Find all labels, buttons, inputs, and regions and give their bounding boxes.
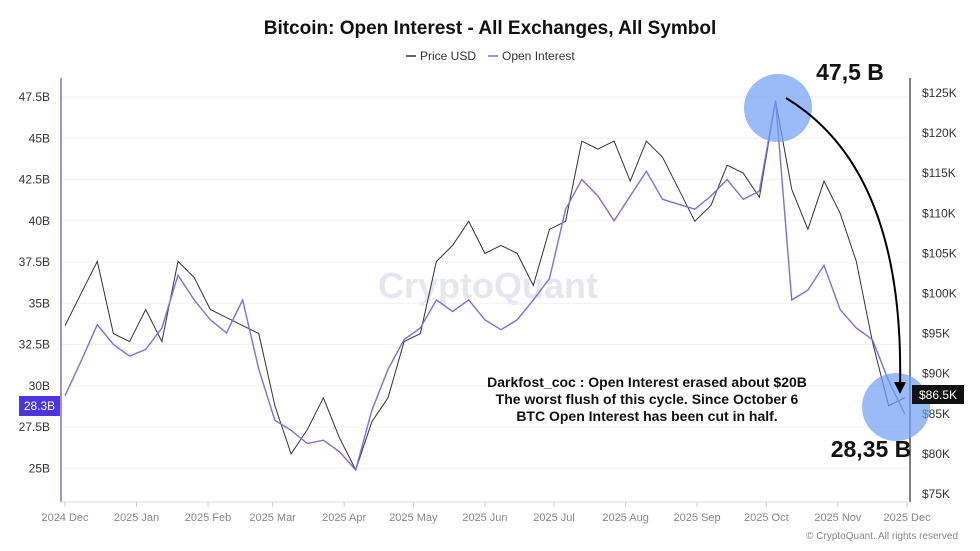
- x-tick-label: 2025 Jun: [462, 512, 507, 524]
- left-tick-label: 25B: [29, 461, 50, 475]
- left-tick-label: 35B: [29, 296, 50, 310]
- watermark: CryptoQuant: [378, 265, 598, 306]
- low-label: 28,35 B: [831, 436, 912, 462]
- x-tick-label: 2025 Oct: [744, 512, 789, 524]
- right-axis: $75K$80K$85K$90K$95K$100K$105K$110K$115K…: [922, 86, 957, 501]
- left-last-value-badge: [19, 396, 60, 416]
- left-tick-label: 30B: [29, 379, 50, 393]
- x-tick-label: 2025 Jan: [114, 512, 159, 524]
- right-tick-label: $105K: [922, 246, 957, 260]
- right-tick-label: $110K: [922, 206, 956, 220]
- x-tick-label: 2025 Dec: [884, 512, 932, 524]
- right-tick-label: $100K: [922, 287, 957, 301]
- right-tick-label: $95K: [922, 327, 950, 341]
- peak-highlight-circle: [744, 74, 812, 142]
- x-tick-label: 2025 Sep: [674, 512, 721, 524]
- legend-price[interactable]: Price USD: [420, 49, 476, 63]
- grid: [62, 96, 908, 469]
- right-last-value-badge: [912, 385, 964, 404]
- arrow-head-icon: [894, 382, 906, 394]
- x-tick-label: 2024 Dec: [41, 512, 89, 524]
- right-tick-label: $125K: [922, 86, 957, 100]
- copyright: © CryptoQuant. All rights reserved: [806, 531, 958, 542]
- right-tick-label: $80K: [922, 447, 950, 461]
- series-price-usd: [64, 100, 905, 472]
- note-line-3: BTC Open Interest has been cut in half.: [516, 408, 777, 424]
- left-tick-label: 42.5B: [19, 173, 50, 187]
- left-tick-label: 32.5B: [19, 338, 50, 352]
- note-line-2: The worst flush of this cycle. Since Oct…: [496, 391, 799, 407]
- note-line-1: Darkfost_coc : Open Interest erased abou…: [487, 374, 807, 390]
- right-tick-label: $75K: [922, 487, 950, 501]
- left-tick-label: 40B: [29, 214, 50, 228]
- legend-open-interest[interactable]: Open Interest: [502, 49, 575, 63]
- left-tick-label: 37.5B: [19, 255, 50, 269]
- right-last-value: $86.5K: [919, 388, 957, 402]
- legend: Price USD Open Interest: [406, 49, 575, 63]
- x-tick-label: 2025 Jul: [533, 512, 575, 524]
- chart-title: Bitcoin: Open Interest - All Exchanges, …: [264, 18, 717, 39]
- left-tick-label: 45B: [29, 131, 50, 145]
- x-tick-label: 2025 Apr: [322, 512, 366, 524]
- series-open-interest: [64, 100, 906, 472]
- x-tick-label: 2025 Nov: [814, 512, 862, 524]
- x-tick-label: 2025 Feb: [185, 512, 231, 524]
- peak-label: 47,5 B: [816, 59, 884, 85]
- left-axis: 25B 27.5B 30B 32.5B 35B 37.5B 40B 42.5B 45B 47.5B: [19, 90, 50, 475]
- right-tick-label: $90K: [922, 367, 950, 381]
- x-axis: 2024 Dec 2025 Jan 2025 Feb 2025 Mar 2025 Apr…: [41, 502, 931, 524]
- x-tick-label: 2025 May: [389, 512, 438, 524]
- arrow-line: [785, 97, 902, 389]
- right-tick-label: $115K: [922, 166, 956, 180]
- left-tick-label: 47.5B: [19, 90, 50, 104]
- x-tick-label: 2025 Mar: [249, 512, 296, 524]
- right-tick-label: $120K: [922, 126, 957, 140]
- left-last-value: 28.3B: [24, 399, 55, 413]
- x-tick-label: 2025 Aug: [602, 512, 649, 524]
- left-tick-label: 27.5B: [19, 420, 50, 434]
